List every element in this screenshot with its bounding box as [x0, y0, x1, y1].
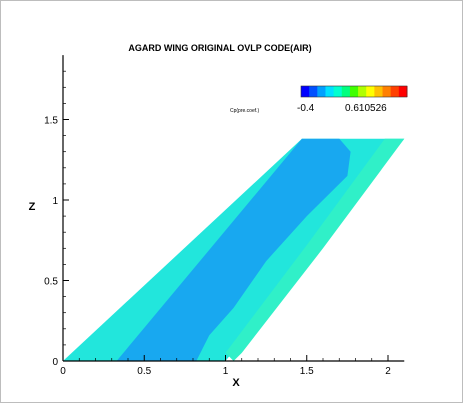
colorbar-swatch [366, 86, 375, 97]
colorbar-swatch [341, 86, 351, 97]
colorbar-swatch [309, 86, 318, 97]
colorbar-swatch [374, 86, 384, 97]
colorbar-swatch [325, 86, 335, 97]
y-tick-label: 0 [52, 357, 58, 368]
colorbar-swatch [317, 86, 326, 97]
x-tick-label: 1 [223, 366, 229, 377]
x-tick-label: 2 [385, 366, 391, 377]
chart-title: AGARD WING ORIGINAL OVLP CODE(AIR) [128, 43, 311, 53]
y-axis-label: Z [29, 201, 36, 213]
x-tick-label: 1.5 [300, 366, 314, 377]
colorbar-max-label: 0.610526 [345, 103, 387, 114]
colorbar-border [300, 85, 408, 98]
colorbar-swatch [333, 86, 343, 97]
y-tick-label: 1 [52, 196, 58, 207]
plot-area [63, 138, 405, 361]
colorbar-swatch [398, 86, 408, 97]
colorbar-swatch [349, 86, 359, 97]
colorbar: Cp(pre.coef.) -0.4 0.610526 [230, 85, 408, 114]
colorbar-title: Cp(pre.coef.) [230, 108, 260, 114]
y-tick-label: 0.5 [44, 277, 58, 288]
colorbar-swatch [301, 86, 310, 97]
colorbar-swatch [382, 86, 392, 97]
colorbar-swatches [301, 86, 408, 97]
x-tick-label: 0 [60, 366, 66, 377]
x-axis-label: X [232, 377, 240, 389]
x-tick-label: 0.5 [137, 366, 151, 377]
low-pressure-region [116, 138, 351, 361]
colorbar-swatch [358, 86, 367, 97]
colorbar-swatch [390, 86, 400, 97]
trailing-edge-band [225, 138, 405, 361]
axes: 0 0.5 1 1.5 2 0 0.5 1 1.5 [44, 55, 405, 377]
y-tick-label: 1.5 [44, 116, 58, 127]
colorbar-min-label: -0.4 [297, 103, 315, 114]
